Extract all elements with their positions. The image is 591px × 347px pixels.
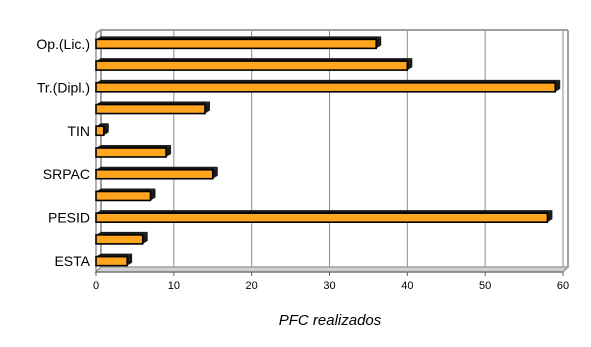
bar-6	[95, 123, 109, 137]
y-tick-label: Op.(Lic.)	[36, 36, 90, 52]
bar-9	[95, 58, 413, 71]
bar-10	[95, 36, 382, 50]
y-tick-label: SRPAC	[43, 166, 90, 182]
bar-front-face	[95, 38, 378, 50]
x-tick-label: 20	[246, 280, 258, 292]
bar-side-face	[127, 253, 133, 266]
bar-front-face	[95, 168, 214, 180]
bar-side-face	[142, 231, 148, 244]
bar-3	[95, 188, 156, 202]
bar-1	[95, 231, 148, 245]
bar-0	[95, 253, 133, 267]
bar-side-face	[547, 210, 553, 223]
x-tick-label: 50	[479, 280, 491, 292]
bar-front-face	[95, 147, 167, 158]
bar-front-face	[95, 255, 128, 267]
bar-side-face	[555, 79, 561, 92]
x-tick-labels: 0 10 20 30 40 50 60	[93, 272, 569, 292]
bar-front-face	[95, 234, 144, 245]
x-tick-label: 10	[168, 280, 180, 292]
bar-side-face	[204, 101, 210, 114]
x-tick-label: 60	[557, 280, 569, 292]
bar-side-face	[150, 188, 156, 201]
x-axis-label: PFC realizados	[279, 312, 382, 329]
bar-side-face	[166, 145, 172, 157]
bar-front-face	[95, 190, 152, 202]
y-tick-label: PESID	[48, 210, 90, 226]
bar-front-face	[95, 125, 105, 137]
bar-front-face	[95, 82, 557, 93]
x-tick-label: 0	[93, 280, 99, 292]
x-tick-label: 30	[323, 280, 335, 292]
bar-2	[95, 210, 553, 223]
bar-5	[95, 145, 172, 158]
bar-side-face	[103, 123, 109, 136]
y-tick-label: TIN	[67, 123, 90, 139]
bar-7	[95, 101, 210, 115]
bar-side-face	[376, 36, 382, 49]
bar-8	[95, 79, 561, 93]
y-tick-label: Tr.(Dipl.)	[37, 79, 90, 95]
bar-front-face	[95, 60, 409, 71]
bar-side-face	[212, 166, 218, 179]
bar-front-face	[95, 103, 206, 115]
bar-side-face	[407, 58, 413, 71]
y-tick-label: ESTA	[54, 253, 90, 269]
bar-4	[95, 166, 218, 180]
bar-front-face	[95, 212, 549, 223]
y-tick-labels: ESTA PESID SRPAC TIN Tr.(Dipl.) Op.(Lic.)	[36, 36, 90, 269]
bars-layer	[95, 36, 561, 267]
frame-floor	[94, 266, 570, 273]
x-tick-label: 40	[401, 280, 413, 292]
